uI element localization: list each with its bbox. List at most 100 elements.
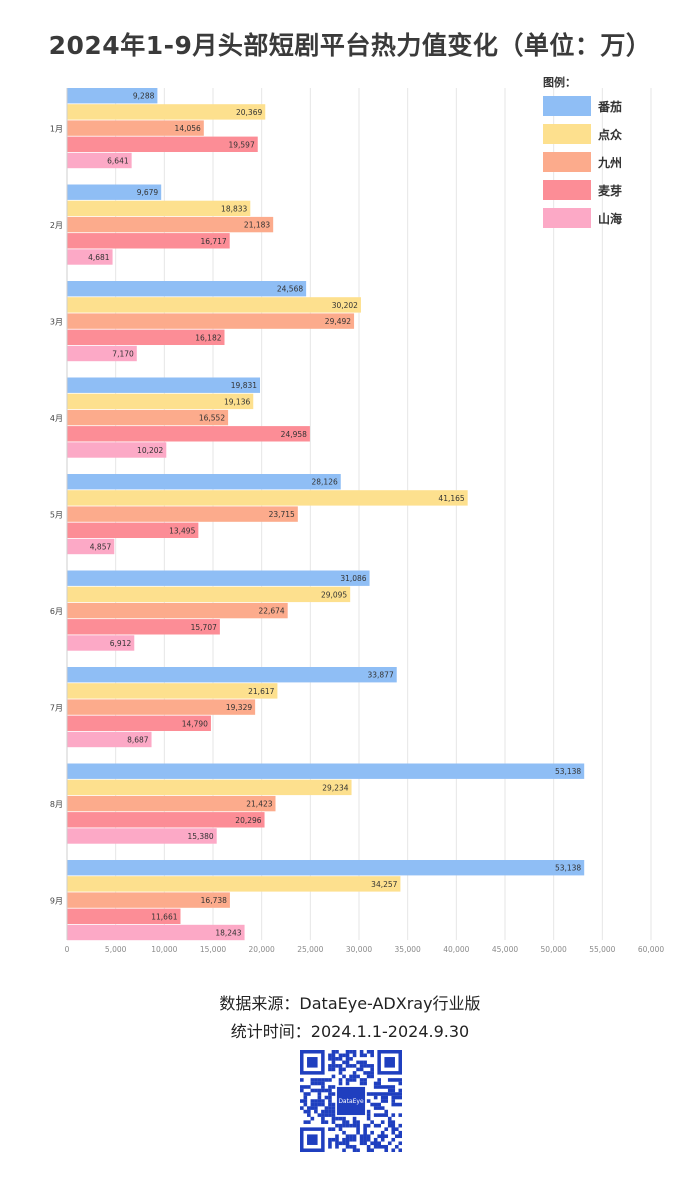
data-label: 7,170 xyxy=(112,350,134,359)
data-label: 10,202 xyxy=(137,446,163,455)
data-label: 24,568 xyxy=(277,285,303,294)
legend-label: 九州 xyxy=(597,155,622,170)
x-tick-label: 40,000 xyxy=(443,945,469,954)
legend-label: 麦芽 xyxy=(598,183,622,198)
bar-山海-3月 xyxy=(67,345,137,362)
category-label: 7月 xyxy=(50,704,63,713)
x-tick-label: 25,000 xyxy=(297,945,323,954)
axes: 0 5,000 10,000 15,000 20,000 25,000 30,000 35,0… xyxy=(50,88,664,954)
data-label: 53,138 xyxy=(555,767,581,776)
x-tick-label: 35,000 xyxy=(395,945,421,954)
data-label: 29,492 xyxy=(325,317,351,326)
x-tick-label: 10,000 xyxy=(151,945,177,954)
bar-点众-8月 xyxy=(67,779,352,796)
bars xyxy=(67,88,585,941)
bar-麦芽-2月 xyxy=(67,233,230,249)
data-label: 8,687 xyxy=(127,736,149,745)
data-labels: 9,288 20,369 14,056 19,597 6,641 9,679 18,833 2… xyxy=(88,92,581,938)
x-tick-label: 60,000 xyxy=(638,945,664,954)
legend-swatch xyxy=(543,208,591,228)
data-source-text: 数据来源：DataEye-ADXray行业版 xyxy=(219,994,481,1013)
data-label: 6,912 xyxy=(110,639,132,648)
x-tick-label: 0 xyxy=(65,945,70,954)
data-label: 6,641 xyxy=(107,157,129,166)
data-label: 14,790 xyxy=(182,719,208,728)
bar-番茄-1月 xyxy=(67,88,158,104)
bar-九州-1月 xyxy=(67,120,204,136)
bar-点众-9月 xyxy=(67,876,401,892)
bar-点众-2月 xyxy=(67,200,251,217)
bar-山海-6月 xyxy=(67,635,135,651)
bar-九州-3月 xyxy=(67,313,355,329)
legend-swatch xyxy=(543,96,591,116)
bar-chart: 9,288 20,369 14,056 19,597 6,641 9,679 18,833 2… xyxy=(50,75,664,954)
qr-center-logo: DataEye xyxy=(338,1098,364,1105)
data-label: 28,126 xyxy=(312,478,338,487)
legend-label: 山海 xyxy=(598,211,622,226)
data-label: 19,329 xyxy=(226,703,252,712)
data-label: 53,138 xyxy=(555,864,581,873)
data-label: 41,165 xyxy=(438,494,464,503)
chart-title: 2024年1-9月头部短剧平台热力值变化（单位：万） xyxy=(48,31,652,60)
bar-九州-4月 xyxy=(67,409,229,426)
data-label: 19,136 xyxy=(224,397,250,406)
x-tick-label: 50,000 xyxy=(541,945,567,954)
legend-swatch xyxy=(543,124,591,144)
stat-period-text: 统计时间：2024.1.1-2024.9.30 xyxy=(230,1022,470,1041)
bar-点众-7月 xyxy=(67,683,278,699)
bar-九州-9月 xyxy=(67,892,230,908)
bar-番茄-9月 xyxy=(67,860,585,876)
x-tick-label: 5,000 xyxy=(105,945,127,954)
data-label: 21,617 xyxy=(248,687,274,696)
x-tick-label: 15,000 xyxy=(200,945,226,954)
data-label: 9,679 xyxy=(137,188,159,197)
data-label: 29,234 xyxy=(322,783,348,792)
bar-麦芽-6月 xyxy=(67,619,220,635)
data-label: 22,674 xyxy=(258,607,284,616)
bar-山海-5月 xyxy=(67,538,115,555)
bar-点众-6月 xyxy=(67,586,351,603)
data-label: 20,369 xyxy=(236,108,262,117)
data-label: 15,380 xyxy=(187,832,213,841)
data-label: 16,182 xyxy=(195,333,221,342)
bar-麦芽-3月 xyxy=(67,329,225,345)
bar-点众-4月 xyxy=(67,393,254,410)
category-label: 8月 xyxy=(50,800,63,809)
data-label: 19,597 xyxy=(228,140,254,149)
data-label: 4,681 xyxy=(88,253,110,262)
bar-九州-2月 xyxy=(67,216,274,233)
data-label: 29,095 xyxy=(321,590,347,599)
data-label: 14,056 xyxy=(175,124,201,133)
data-label: 11,661 xyxy=(151,912,177,921)
data-label: 21,423 xyxy=(246,800,272,809)
bar-点众-3月 xyxy=(67,297,361,313)
category-label: 5月 xyxy=(50,511,63,520)
bar-麦芽-1月 xyxy=(67,136,258,152)
data-label: 20,296 xyxy=(235,816,261,825)
legend-title: 图例： xyxy=(543,75,576,89)
category-label: 1月 xyxy=(50,125,63,134)
bar-山海-9月 xyxy=(67,924,245,941)
bar-番茄-7月 xyxy=(67,667,397,683)
data-label: 31,086 xyxy=(340,574,366,583)
data-label: 23,715 xyxy=(269,510,295,519)
bar-九州-5月 xyxy=(67,506,298,522)
bar-麦芽-8月 xyxy=(67,812,265,828)
data-label: 21,183 xyxy=(244,221,270,230)
category-label: 3月 xyxy=(50,318,63,327)
data-label: 15,707 xyxy=(191,623,217,632)
bar-麦芽-5月 xyxy=(67,522,199,538)
x-tick-label: 45,000 xyxy=(492,945,518,954)
category-label: 6月 xyxy=(50,607,63,616)
data-label: 16,738 xyxy=(201,896,227,905)
bar-九州-8月 xyxy=(67,795,276,812)
bar-九州-7月 xyxy=(67,699,256,715)
bar-番茄-2月 xyxy=(67,184,162,200)
legend-swatch xyxy=(543,152,591,172)
category-label: 9月 xyxy=(50,897,63,906)
legend-label: 点众 xyxy=(598,127,623,142)
bar-九州-6月 xyxy=(67,602,288,619)
bar-山海-2月 xyxy=(67,249,113,265)
data-label: 18,243 xyxy=(215,929,241,938)
